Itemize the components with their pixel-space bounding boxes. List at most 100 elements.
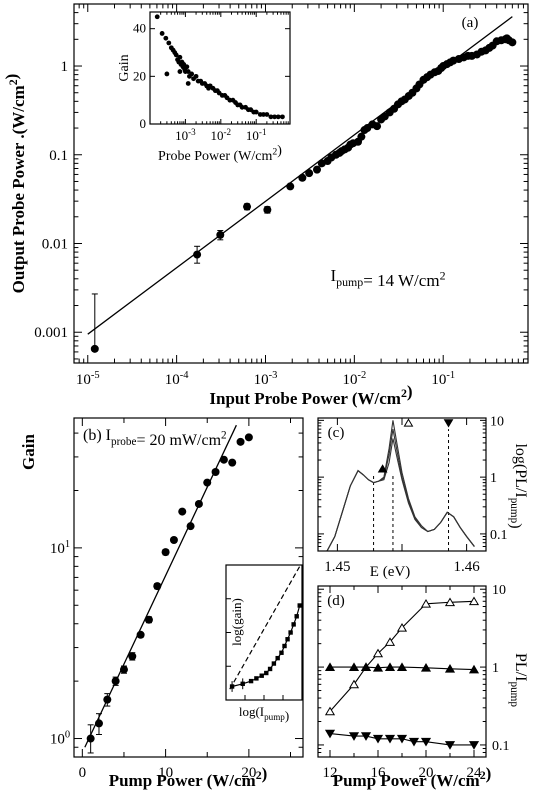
- y-axis-label-part: Output Probe Power .(W/cm: [9, 85, 28, 293]
- x-axis-label-part: 2: [401, 386, 407, 400]
- y-tick-label: 100: [50, 730, 70, 748]
- x-axis-label-part: ): [285, 708, 289, 723]
- y-axis-label: PL/Ipump: [508, 653, 529, 707]
- panel-a-frame: [73, 3, 529, 364]
- data-point: [444, 741, 456, 750]
- y-axis-label-part: 2: [6, 79, 20, 85]
- y-axis-label-part: pump: [508, 681, 520, 707]
- y-tick-label-part: 10: [50, 732, 65, 748]
- data-point: [263, 205, 272, 214]
- x-axis-label: Probe Power (W/cm2): [158, 143, 282, 164]
- x-axis-label: Input Probe Power (W/cm2): [209, 382, 412, 408]
- data-point: [279, 650, 284, 655]
- x-axis-label-part: pump: [264, 712, 285, 722]
- series-line: [329, 733, 474, 746]
- data-point: [103, 695, 112, 704]
- panel-label-part: (b) I: [83, 427, 111, 444]
- panel-label: (d): [327, 593, 345, 609]
- y-tick-label: 0.01: [42, 236, 68, 252]
- data-point: [219, 455, 228, 464]
- x-tick-label-part: -3: [188, 127, 196, 137]
- x-tick-label-part: -1: [446, 370, 455, 381]
- y-tick-label: 20: [133, 68, 146, 83]
- data-point: [408, 737, 420, 747]
- y-tick-label: 1: [490, 471, 497, 486]
- x-tick-label-part: 10: [165, 372, 180, 388]
- data-point: [348, 679, 360, 689]
- panel-c-frame: [317, 417, 487, 552]
- data-point: [211, 468, 220, 477]
- x-tick-label: 10: [158, 765, 173, 781]
- data-point: [163, 35, 169, 41]
- data-point: [297, 603, 302, 608]
- x-axis-label-part: 2: [256, 768, 262, 782]
- x-axis-label: E (eV): [370, 564, 410, 580]
- x-tick-label-part: 10: [211, 128, 224, 143]
- y-axis-label: Gain: [19, 434, 38, 470]
- data-point: [90, 344, 99, 353]
- x-axis-label: Pump Power (W/cm2): [109, 764, 268, 790]
- data-point: [420, 737, 432, 747]
- y-tick-label: 10: [492, 583, 506, 598]
- peak-marker: [377, 464, 388, 473]
- x-tick-label: 1.45: [324, 559, 350, 575]
- data-point: [324, 706, 336, 716]
- data-point: [164, 71, 170, 77]
- data-point: [282, 643, 287, 649]
- data-point: [357, 132, 366, 141]
- y-tick-label: 1: [492, 661, 499, 676]
- peak-marker: [403, 418, 414, 427]
- data-point: [384, 637, 396, 646]
- pump-annotation-part: 2: [440, 268, 446, 282]
- data-point: [166, 40, 172, 46]
- data-point: [305, 169, 314, 178]
- y-axis-label: log(PL/Ipump): [507, 443, 529, 528]
- x-tick-label: 10-1: [246, 127, 267, 143]
- x-tick-label-part: 10: [246, 128, 259, 143]
- data-point: [264, 112, 270, 117]
- x-tick-label: 1.46: [453, 559, 480, 575]
- data-point: [253, 109, 259, 115]
- pump-annotation-part: = 14 W/cm: [363, 271, 439, 290]
- x-tick-label: 10-3: [175, 127, 196, 143]
- data-point: [396, 662, 408, 671]
- x-tick-label-part: -1: [259, 127, 267, 137]
- data-point: [193, 73, 199, 79]
- x-axis-label-part: ): [277, 143, 282, 158]
- x-axis-label-part: Pump Power (W/cm: [109, 771, 256, 790]
- y-tick-label-part: 1: [65, 539, 70, 550]
- y-tick-label: 1: [61, 59, 69, 75]
- y-tick-label: 10: [490, 414, 504, 429]
- y-axis-label: Output Probe Power .(W/cm2): [2, 74, 28, 294]
- x-tick-label: 20: [241, 765, 256, 781]
- data-point: [285, 637, 290, 642]
- data-point: [360, 662, 372, 671]
- data-point: [468, 596, 480, 606]
- data-point: [177, 54, 183, 60]
- data-point: [360, 732, 372, 741]
- panel-b-frame: [73, 417, 304, 758]
- pump-annotation-part: pump: [336, 275, 363, 289]
- x-axis-label-part: ): [407, 382, 413, 401]
- y-tick-label: 0.1: [492, 739, 510, 754]
- data-point: [243, 202, 252, 211]
- data-point: [268, 114, 274, 120]
- panel-label: (b) Iprobe= 20 mW/cm2: [83, 427, 227, 449]
- x-tick-label: 20: [419, 765, 434, 781]
- data-point: [372, 648, 384, 658]
- x-tick-label: 10-3: [254, 370, 278, 388]
- x-axis-label-part: Input Probe Power (W/cm: [209, 389, 401, 408]
- inset-frame: [225, 564, 303, 701]
- x-tick-label-part: 10: [175, 128, 188, 143]
- x-axis-label-part: ): [486, 764, 492, 783]
- data-point: [203, 478, 212, 487]
- data-point: [94, 719, 103, 728]
- data-point: [184, 64, 190, 70]
- fit-curve: [231, 605, 301, 688]
- data-point: [185, 69, 191, 74]
- inset-frame: [149, 11, 291, 125]
- data-point: [144, 615, 153, 624]
- data-point: [324, 662, 336, 671]
- data-point: [280, 114, 285, 120]
